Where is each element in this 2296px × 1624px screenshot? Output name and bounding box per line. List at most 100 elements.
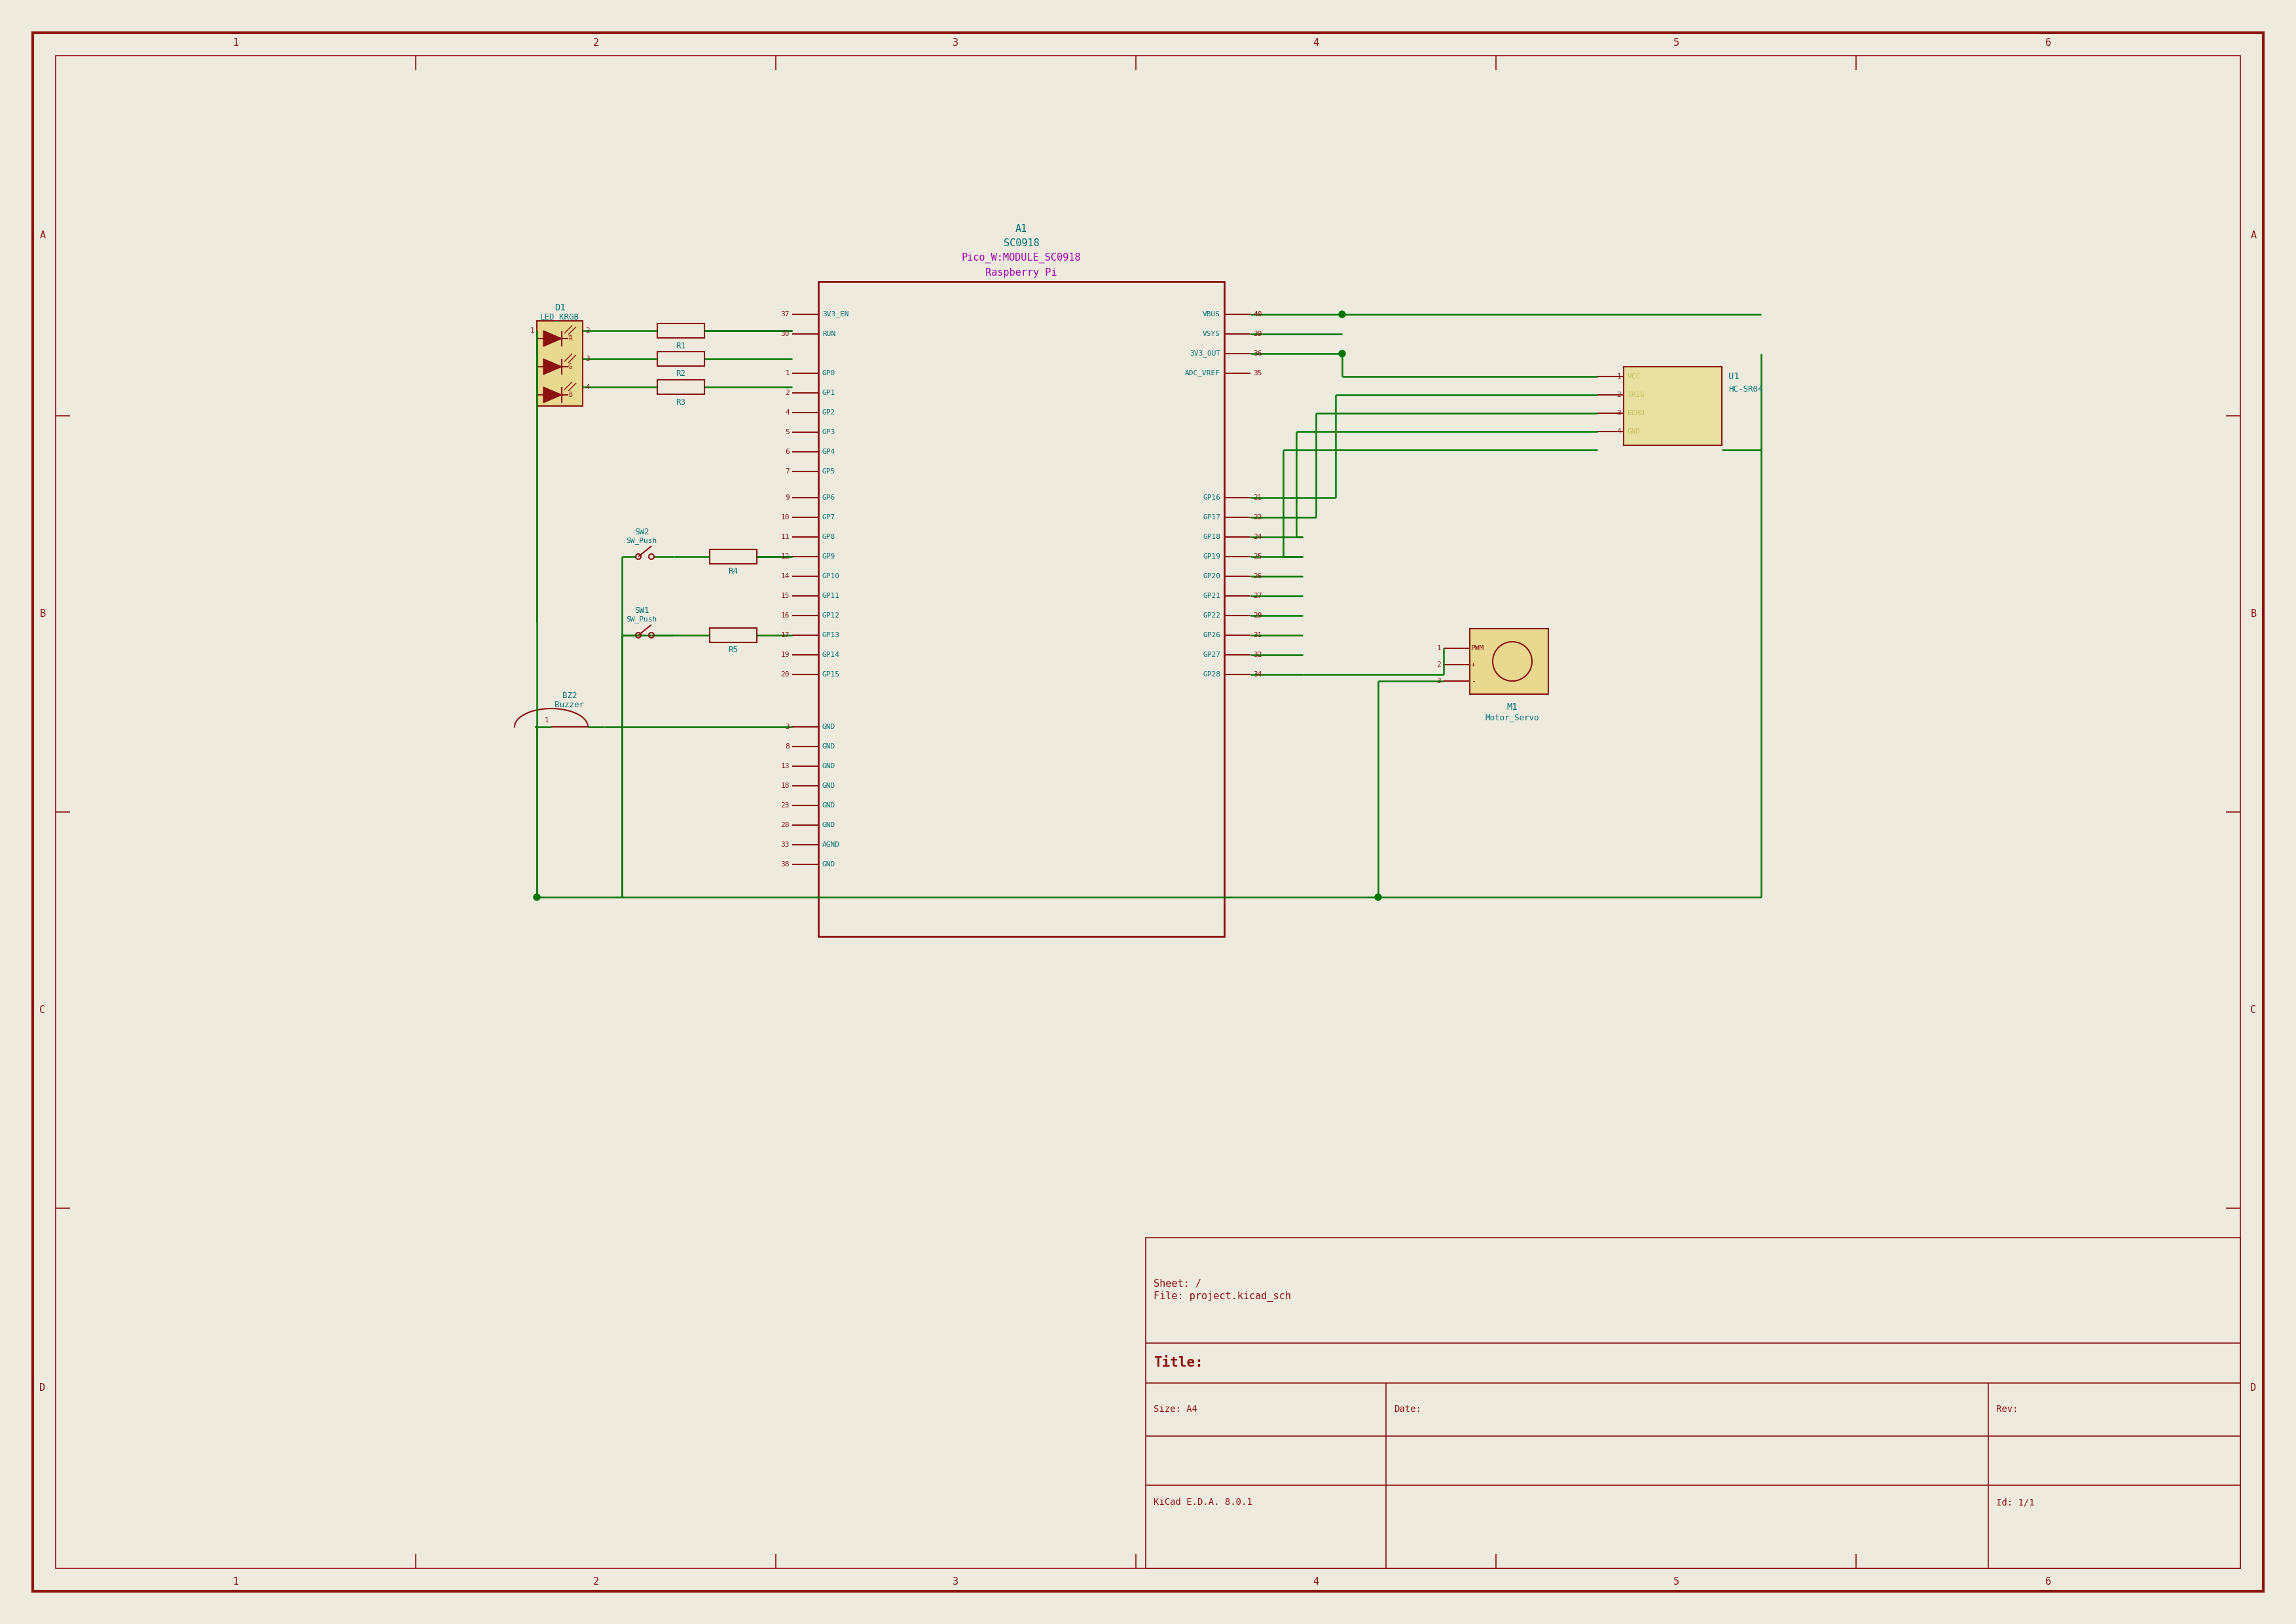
Text: GP6: GP6 [822, 494, 836, 500]
Text: GP3: GP3 [822, 429, 836, 435]
Text: 4: 4 [585, 383, 590, 390]
Text: Buzzer: Buzzer [556, 702, 583, 710]
Bar [1469, 628, 1548, 693]
Text: 18: 18 [781, 783, 790, 789]
Bar [817, 281, 1224, 937]
Text: R5: R5 [728, 646, 737, 654]
Text: PWM: PWM [1472, 645, 1483, 651]
Text: LED_KRGB: LED_KRGB [540, 313, 579, 322]
Text: 23: 23 [781, 802, 790, 809]
Text: 17: 17 [781, 632, 790, 638]
Bar [657, 380, 705, 395]
Text: VBUS: VBUS [1203, 312, 1221, 318]
Text: GND: GND [822, 763, 836, 770]
Text: R1: R1 [675, 341, 687, 351]
Text: KiCad E.D.A. 8.0.1: KiCad E.D.A. 8.0.1 [1153, 1497, 1251, 1507]
Text: GND: GND [822, 861, 836, 867]
Text: 4: 4 [1616, 429, 1621, 435]
Text: 3V3_OUT: 3V3_OUT [1189, 351, 1221, 357]
Text: 3: 3 [1437, 677, 1442, 684]
Text: D1: D1 [553, 304, 565, 312]
Text: A1: A1 [1015, 224, 1026, 234]
Text: 28: 28 [781, 822, 790, 828]
Polygon shape [544, 359, 563, 375]
Text: 1: 1 [544, 718, 549, 724]
Text: 3: 3 [953, 1577, 960, 1587]
Text: 2: 2 [785, 390, 790, 396]
Text: GP27: GP27 [1203, 651, 1221, 658]
Polygon shape [544, 331, 563, 346]
Bar [1146, 1237, 2241, 1569]
Text: GND: GND [1628, 429, 1642, 435]
Text: GP4: GP4 [822, 448, 836, 455]
Text: ECHO: ECHO [1628, 409, 1646, 416]
Text: GP1: GP1 [822, 390, 836, 396]
Text: GP10: GP10 [822, 573, 840, 580]
Text: VSYS: VSYS [1203, 331, 1221, 338]
Text: SW1: SW1 [634, 606, 650, 614]
Text: GND: GND [822, 783, 836, 789]
Text: GP17: GP17 [1203, 515, 1221, 521]
Bar [1623, 367, 1722, 445]
Text: 6: 6 [2046, 37, 2050, 47]
Text: 3: 3 [1616, 409, 1621, 416]
Text: 1: 1 [530, 328, 535, 335]
Text: 4: 4 [1313, 37, 1318, 47]
Text: GP14: GP14 [822, 651, 840, 658]
Text: 5: 5 [1674, 1577, 1678, 1587]
Text: SW_Push: SW_Push [627, 615, 657, 624]
Text: 4: 4 [1313, 1577, 1318, 1587]
Text: VCC: VCC [1628, 374, 1642, 380]
Text: Rev:: Rev: [1995, 1405, 2018, 1415]
Text: Title:: Title: [1153, 1356, 1203, 1369]
Text: 1: 1 [785, 370, 790, 377]
Text: BZ2: BZ2 [563, 692, 576, 700]
Text: GP21: GP21 [1203, 593, 1221, 599]
Text: GP11: GP11 [822, 593, 840, 599]
Text: 3: 3 [953, 37, 960, 47]
Text: SW2: SW2 [634, 528, 650, 536]
Text: 19: 19 [781, 651, 790, 658]
Text: 3: 3 [585, 356, 590, 362]
Text: GP12: GP12 [822, 612, 840, 619]
Text: 1: 1 [232, 37, 239, 47]
Text: 3: 3 [785, 724, 790, 731]
Text: 4: 4 [785, 409, 790, 416]
Text: 9: 9 [785, 494, 790, 500]
Circle shape [1339, 312, 1345, 318]
Text: A: A [39, 231, 46, 240]
Text: 15: 15 [781, 593, 790, 599]
Text: TRIG: TRIG [1628, 391, 1646, 398]
Text: 38: 38 [781, 861, 790, 867]
Text: 20: 20 [781, 671, 790, 677]
Text: D: D [2250, 1384, 2257, 1393]
Text: 2: 2 [592, 37, 599, 47]
Text: A: A [2250, 231, 2257, 240]
Text: File: project.kicad_sch: File: project.kicad_sch [1153, 1291, 1290, 1302]
Text: R4: R4 [728, 567, 737, 577]
Text: R3: R3 [675, 398, 687, 406]
Text: ADC_VREF: ADC_VREF [1185, 370, 1221, 377]
Text: 3V3_EN: 3V3_EN [822, 310, 850, 318]
Text: +: + [1472, 661, 1476, 667]
Text: GP26: GP26 [1203, 632, 1221, 638]
Text: AGND: AGND [822, 841, 840, 848]
Text: GP13: GP13 [822, 632, 840, 638]
Text: GP28: GP28 [1203, 671, 1221, 677]
Text: 16: 16 [781, 612, 790, 619]
Circle shape [1339, 351, 1345, 357]
Circle shape [1375, 893, 1382, 900]
Circle shape [533, 893, 540, 900]
Text: 1: 1 [232, 1577, 239, 1587]
Text: 2: 2 [1616, 391, 1621, 398]
Text: -: - [1472, 677, 1476, 684]
Bar [657, 352, 705, 365]
Bar [537, 322, 583, 406]
Text: GP16: GP16 [1203, 494, 1221, 500]
Text: GND: GND [822, 744, 836, 750]
Text: Motor_Servo: Motor_Servo [1486, 713, 1538, 723]
Text: Pico_W:MODULE_SC0918: Pico_W:MODULE_SC0918 [962, 253, 1081, 263]
Text: 35: 35 [1254, 370, 1263, 377]
Text: Date:: Date: [1394, 1405, 1421, 1415]
Text: 32: 32 [1254, 651, 1263, 658]
